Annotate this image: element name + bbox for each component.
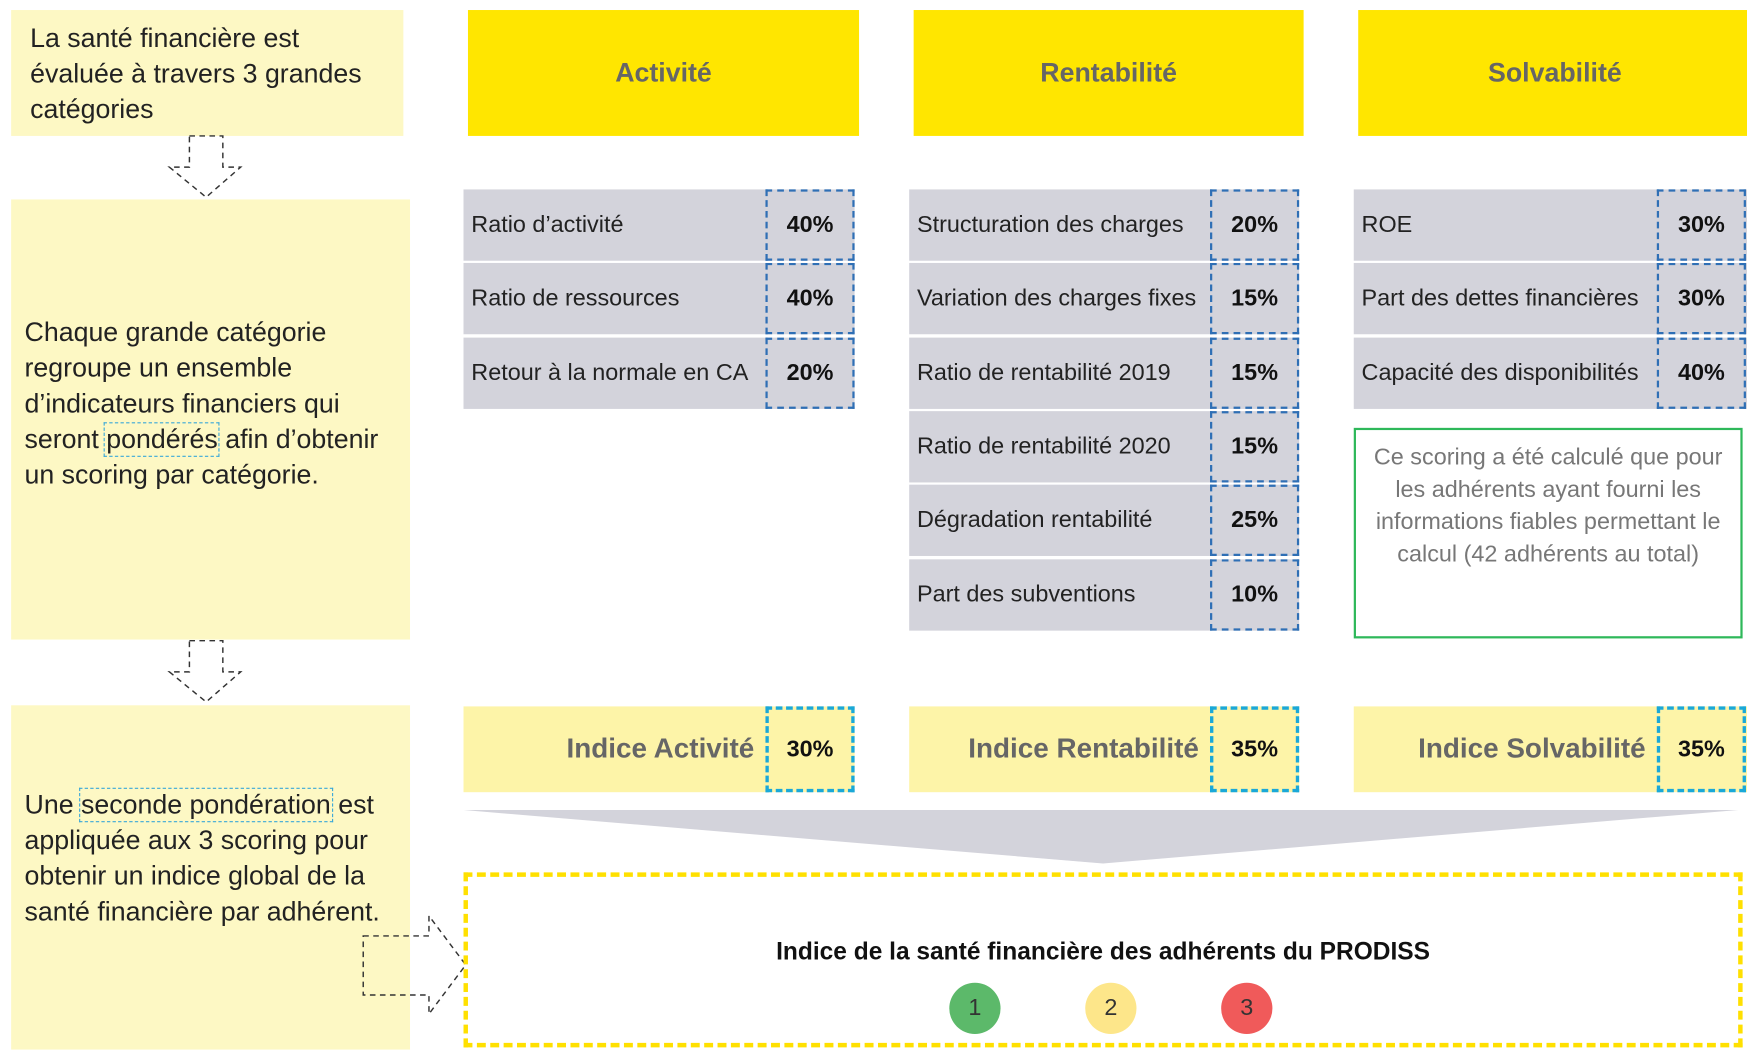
scoring-note: Ce scoring a été calculé que pour les ad… bbox=[1353, 427, 1743, 639]
indicator-weight: 40% bbox=[765, 263, 855, 335]
index-label: Indice Solvabilité bbox=[1418, 733, 1646, 765]
category-header: Activité bbox=[467, 10, 860, 136]
indicator-weight: 10% bbox=[1210, 558, 1300, 631]
note-text: Chaque grande catégorie regroupe un ense… bbox=[24, 317, 340, 455]
funnel bbox=[463, 810, 1739, 864]
indicator-label: Structuration des charges bbox=[909, 189, 1300, 261]
indicator-weight: 30% bbox=[1656, 263, 1746, 335]
arrow-right bbox=[362, 913, 467, 1017]
indicator-label: Part des dettes financières bbox=[1353, 263, 1747, 335]
category-header: Rentabilité bbox=[913, 10, 1304, 136]
indicator-weight: 25% bbox=[1210, 484, 1300, 557]
indicator-label: Ratio de rentabilité 2020 bbox=[909, 411, 1300, 483]
arrow-down bbox=[167, 135, 243, 199]
index-label: Indice Rentabilité bbox=[968, 733, 1199, 765]
index-weight: 35% bbox=[1656, 706, 1746, 793]
indicator-weight: 15% bbox=[1210, 337, 1300, 409]
index-weight: 35% bbox=[1210, 706, 1300, 793]
index-label: Indice Activité bbox=[566, 733, 755, 765]
indicator-label: Capacité des disponibilités bbox=[1353, 337, 1747, 409]
indicator-label: Part des subventions bbox=[909, 558, 1300, 631]
indicator-weight: 15% bbox=[1210, 411, 1300, 483]
note-highlight: pondérés bbox=[104, 422, 221, 457]
note-text: afin d’obtenir un scoring par catégorie. bbox=[24, 424, 379, 491]
category-header: Solvabilité bbox=[1358, 10, 1747, 136]
level-badge: 1 bbox=[949, 982, 1001, 1034]
index-box bbox=[1353, 706, 1747, 793]
level-badge: 3 bbox=[1221, 982, 1273, 1034]
result-title: Indice de la santé financière des adhére… bbox=[776, 937, 1430, 965]
arrow-down bbox=[167, 639, 243, 703]
indicator-label: ROE bbox=[1353, 189, 1747, 261]
indicator-label: Retour à la normale en CA bbox=[463, 337, 855, 409]
indicator-label: Dégradation rentabilité bbox=[909, 484, 1300, 557]
note-box: Chaque grande catégorie regroupe un ense… bbox=[11, 199, 411, 640]
indicator-label: Ratio de ressources bbox=[463, 263, 855, 335]
indicator-weight: 40% bbox=[765, 189, 855, 261]
indicator-weight: 20% bbox=[1210, 189, 1300, 261]
level-badge: 2 bbox=[1085, 982, 1137, 1034]
indicator-weight: 30% bbox=[1656, 189, 1746, 261]
result-box: Indice de la santé financière des adhére… bbox=[463, 872, 1743, 1048]
indicator-weight: 40% bbox=[1656, 337, 1746, 409]
note-text: La santé financière est évaluée à traver… bbox=[30, 23, 362, 125]
note-highlight: seconde pondération bbox=[78, 787, 334, 823]
index-box bbox=[909, 706, 1300, 793]
indicator-weight: 15% bbox=[1210, 263, 1300, 335]
index-weight: 30% bbox=[765, 706, 855, 793]
indicator-label: Ratio d’activité bbox=[463, 189, 855, 261]
indicator-weight: 20% bbox=[765, 337, 855, 409]
note-box: Une seconde pondération est appliquée au… bbox=[11, 705, 411, 1050]
index-box bbox=[463, 706, 855, 793]
note-text: est appliquée aux 3 scoring pour obtenir… bbox=[24, 789, 380, 928]
indicator-label: Variation des charges fixes bbox=[909, 263, 1300, 335]
note-box: La santé financière est évaluée à traver… bbox=[11, 10, 404, 136]
note-text: Une bbox=[24, 789, 82, 821]
indicator-label: Ratio de rentabilité 2019 bbox=[909, 337, 1300, 409]
